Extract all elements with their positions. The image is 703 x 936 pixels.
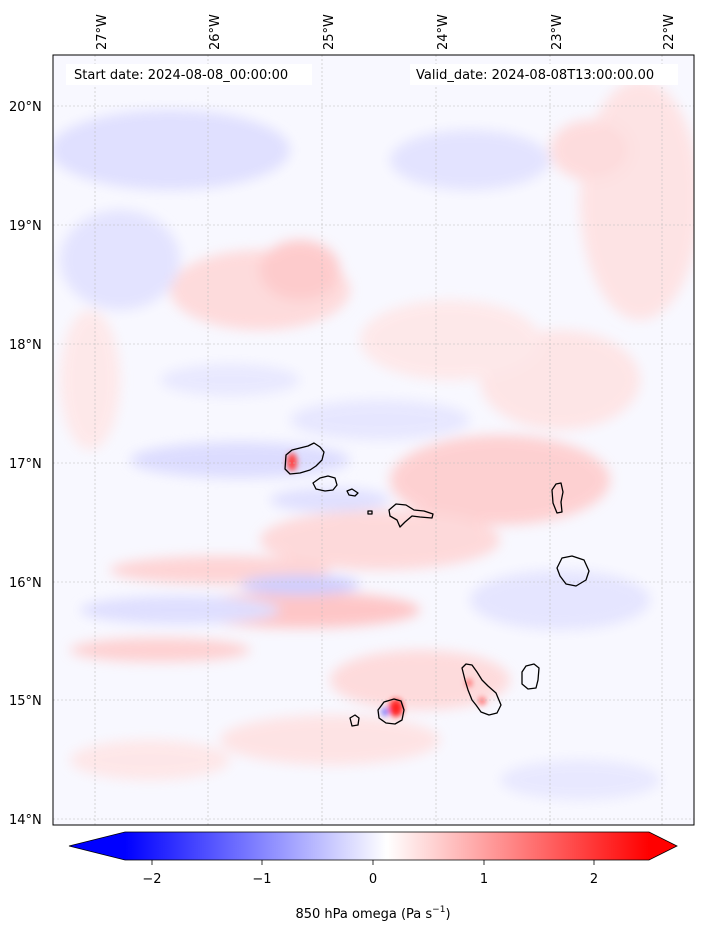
- colorbar-label-sup: −1: [432, 905, 445, 915]
- island-sal: [551, 482, 564, 514]
- colorbar-label-main: 850 hPa omega (Pa s: [295, 907, 432, 922]
- colorbar-label-end: ): [445, 907, 450, 922]
- colorbar-extend-high: [649, 832, 677, 860]
- omega-field: [53, 80, 694, 800]
- island-sao-nicolau: [388, 503, 434, 528]
- colorbar-tick-label: −1: [252, 872, 271, 887]
- start-date-box: [66, 64, 312, 85]
- lon-tick-label: 24°W: [436, 14, 451, 50]
- lat-tick-label: 17°N: [9, 457, 42, 472]
- island-maio: [521, 663, 540, 690]
- island-brava: [349, 714, 360, 727]
- colorbar-tick-label: 0: [369, 872, 377, 887]
- colorbar: −2 −1 0 1 2 850 hPa omega (Pa s−1): [68, 831, 678, 922]
- map-panel: Start date: 2024-08-08_00:00:00 Valid_da…: [9, 14, 695, 828]
- valid-date-box: [410, 64, 678, 85]
- lon-tick-label: 23°W: [550, 14, 565, 50]
- colorbar-label: 850 hPa omega (Pa s−1): [295, 905, 450, 922]
- valid-date-label: Valid_date: 2024-08-08T13:00:00.00: [416, 68, 654, 83]
- lon-tick-label: 26°W: [208, 14, 223, 50]
- island-boa-vista: [556, 555, 590, 587]
- island-santo-antao: [284, 442, 325, 475]
- lat-tick-label: 15°N: [9, 694, 42, 709]
- colorbar-tick-labels: −2 −1 0 1 2: [142, 872, 598, 887]
- lon-tick-label: 22°W: [662, 14, 677, 50]
- lat-tick-label: 18°N: [9, 338, 42, 353]
- colorbar-gradient: [125, 832, 649, 860]
- lon-tick-label: 27°W: [95, 14, 110, 50]
- lat-tick-label: 19°N: [9, 219, 42, 234]
- lon-tick-labels: 27°W 26°W 25°W 24°W 23°W 22°W: [95, 14, 677, 50]
- island-santa-luzia: [346, 488, 359, 497]
- lat-tick-label: 16°N: [9, 576, 42, 591]
- colorbar-outline: [68, 831, 678, 861]
- lon-tick-label: 25°W: [322, 14, 337, 50]
- lat-tick-labels: 20°N 19°N 18°N 17°N 16°N 15°N 14°N: [9, 100, 42, 828]
- lat-tick-label: 20°N: [9, 100, 42, 115]
- colorbar-tick-label: 1: [480, 872, 488, 887]
- island-sao-vicente: [312, 475, 338, 492]
- gridlines: [53, 55, 694, 825]
- start-date-label: Start date: 2024-08-08_00:00:00: [74, 68, 288, 83]
- colorbar-extend-low: [69, 832, 125, 860]
- island-fogo: [377, 698, 405, 725]
- islet-branco: [367, 510, 373, 515]
- lat-tick-label: 14°N: [9, 813, 42, 828]
- coastlines: [284, 442, 590, 727]
- colorbar-ticks: [151, 860, 595, 865]
- map-frame: [52, 54, 695, 826]
- colorbar-tick-label: 2: [590, 872, 598, 887]
- island-santiago: [461, 663, 502, 716]
- colorbar-tick-label: −2: [142, 872, 161, 887]
